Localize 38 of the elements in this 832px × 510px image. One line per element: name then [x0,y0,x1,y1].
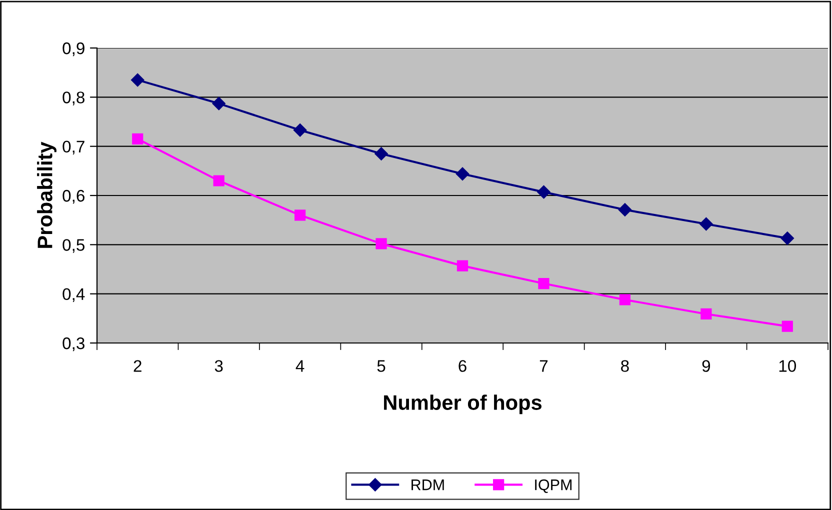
point [619,294,630,306]
point [294,210,306,221]
x-tick-label: 4 [296,360,304,372]
x-tick-label: 6 [458,360,466,372]
point [700,217,713,231]
point [537,185,550,199]
point [456,167,470,180]
x-tick-label: 9 [702,360,710,372]
point [376,238,387,250]
legend-label: IQPM [535,479,572,493]
y-tick-label: 0,6 [62,190,84,204]
y-axis-title: Probability [37,142,56,248]
y-tick-label: 0,7 [62,140,84,155]
point [782,320,793,332]
x-tick-label: 7 [540,360,548,372]
x-tick-label: 8 [621,360,629,372]
point [293,124,307,137]
point [456,260,468,272]
point [132,133,144,145]
point [213,175,224,186]
point [212,96,226,110]
point [780,232,794,245]
point [700,308,712,320]
y-tick-label: 0,4 [62,288,85,302]
x-tick-label: 3 [214,360,223,372]
point [538,278,550,290]
y-tick-label: 0,8 [62,92,84,106]
x-axis-title: Number of hops [384,394,542,414]
y-tick-label: 0,3 [62,337,84,352]
point [131,73,144,87]
point [374,147,388,160]
point [618,203,632,216]
y-tick-label: 0,9 [62,42,84,56]
x-tick-label: 2 [134,360,142,372]
legend-label: RDM [412,480,444,490]
x-tick-label: 5 [377,360,386,372]
y-tick-label: 0,5 [62,239,84,253]
x-tick-label: 10 [779,360,796,372]
